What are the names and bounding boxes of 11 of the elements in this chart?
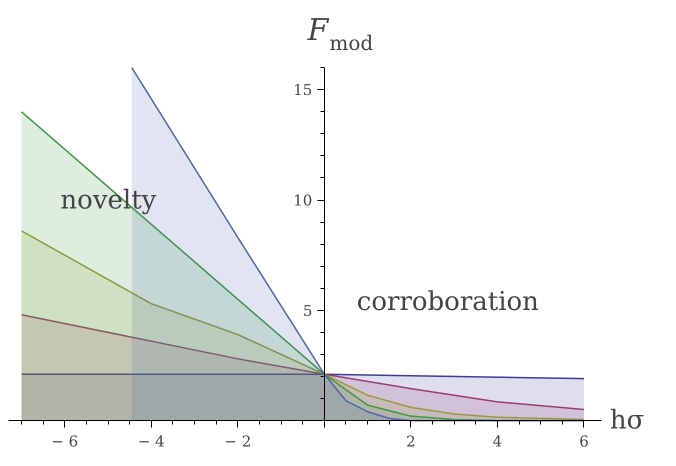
x-tick-label: 6 bbox=[579, 432, 589, 451]
x-tick-label: − 4 bbox=[138, 432, 165, 451]
y-tick-label: 15 bbox=[293, 81, 312, 100]
x-axis-title: hσ bbox=[610, 406, 644, 436]
x-tick-label: − 6 bbox=[51, 432, 78, 451]
x-tick-label: 2 bbox=[406, 432, 416, 451]
y-tick-label: 5 bbox=[302, 302, 312, 320]
y-tick-label: 10 bbox=[293, 192, 312, 210]
annotation: corroboration bbox=[356, 286, 540, 317]
x-tick-label: 4 bbox=[492, 432, 502, 451]
x-tick-label: − 2 bbox=[224, 432, 252, 451]
